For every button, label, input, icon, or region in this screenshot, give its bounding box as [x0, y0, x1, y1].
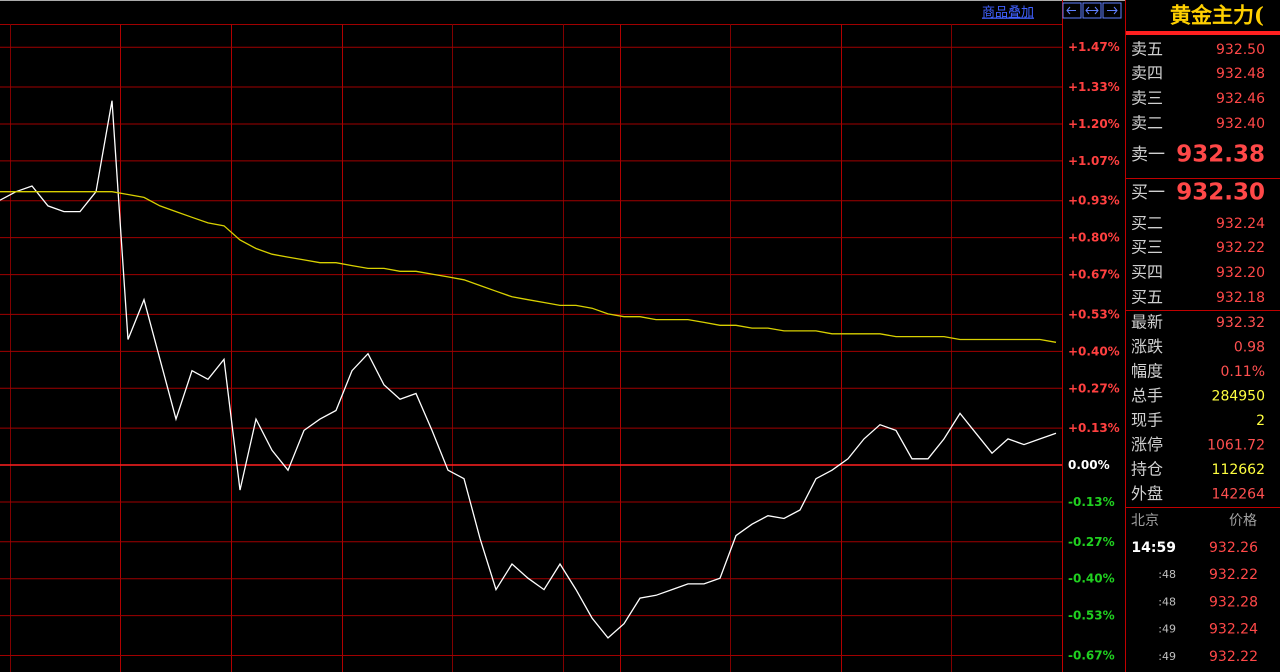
quote-price: 932.38 [1176, 142, 1265, 168]
y-tick-label: +0.53% [1068, 307, 1120, 321]
time-grid [10, 24, 952, 672]
trade-time: :49 [1158, 650, 1176, 663]
trade-price: 932.22 [1209, 567, 1258, 583]
quote-label: 买二 [1131, 214, 1163, 233]
stat-label: 持仓 [1131, 460, 1163, 479]
y-tick-label: +1.20% [1068, 117, 1120, 131]
nav-right-icon [1107, 6, 1118, 15]
stat-value: 932.32 [1216, 315, 1265, 331]
trade-price: 932.24 [1209, 622, 1258, 638]
stat-value: 112662 [1212, 462, 1265, 478]
price-line [0, 100, 1057, 639]
trade-time: :49 [1158, 623, 1176, 636]
quote-price: 932.40 [1216, 116, 1265, 132]
trades-header: 价格 [1229, 513, 1257, 529]
trade-time: 14:59 [1131, 540, 1176, 556]
trade-time: :48 [1158, 568, 1176, 581]
nav-left-icon [1066, 6, 1076, 15]
stat-label: 现手 [1131, 411, 1163, 430]
stat-value: 0.98 [1234, 340, 1265, 356]
quote-label: 卖一 [1131, 145, 1165, 165]
overlay-link[interactable]: 商品叠加 [982, 6, 1034, 21]
quote-price: 932.46 [1216, 91, 1265, 107]
quote-price: 932.24 [1216, 216, 1265, 232]
y-tick-label: +0.93% [1068, 194, 1120, 208]
quote-price: 932.18 [1216, 290, 1265, 306]
y-tick-label: +1.33% [1068, 80, 1120, 94]
stat-label: 涨跌 [1131, 337, 1163, 356]
quote-label: 卖二 [1131, 114, 1163, 133]
quote-label: 买一 [1131, 183, 1165, 203]
quote-price: 932.30 [1176, 180, 1265, 206]
stat-value: 284950 [1212, 389, 1265, 405]
y-tick-label: +0.13% [1068, 421, 1120, 435]
nav-buttons [1062, 2, 1122, 19]
quote-label: 买五 [1131, 288, 1163, 307]
stat-value: 142264 [1212, 487, 1266, 503]
y-tick-label: +0.40% [1068, 344, 1120, 358]
stat-label: 最新 [1131, 313, 1163, 332]
trade-price: 932.22 [1209, 649, 1258, 665]
y-tick-label: +0.80% [1068, 231, 1120, 245]
trade-price: 932.26 [1209, 540, 1258, 556]
quote-price: 932.20 [1216, 265, 1265, 281]
y-tick-label: 0.00% [1068, 458, 1110, 472]
trade-price: 932.28 [1209, 594, 1258, 610]
y-tick-label: +0.67% [1068, 268, 1120, 282]
stat-value: 0.11% [1221, 364, 1265, 380]
stat-value: 2 [1256, 413, 1265, 429]
stat-label: 总手 [1131, 386, 1163, 405]
average-line [0, 191, 1057, 343]
nav-left-button[interactable] [1062, 2, 1082, 19]
y-tick-label: +1.47% [1068, 40, 1120, 54]
stat-label: 涨停 [1131, 435, 1163, 454]
nav-right-button[interactable] [1102, 2, 1122, 19]
quote-price: 932.50 [1216, 42, 1265, 58]
instrument-title: 黄金主力( [1170, 3, 1264, 28]
y-tick-label: -0.53% [1068, 609, 1115, 623]
panel-dividers [1126, 178, 1280, 508]
quote-label: 卖四 [1131, 64, 1163, 83]
stat-label: 幅度 [1131, 362, 1163, 381]
y-tick-label: -0.67% [1068, 648, 1115, 662]
y-tick-label: -0.27% [1068, 535, 1115, 549]
quote-price: 932.48 [1216, 66, 1265, 82]
quote-label: 卖三 [1131, 89, 1163, 108]
nav-both-button[interactable] [1082, 2, 1102, 19]
quote-label: 买三 [1131, 238, 1163, 257]
quote-label: 卖五 [1131, 40, 1163, 59]
quote-price: 932.22 [1216, 240, 1265, 256]
y-tick-label: -0.13% [1068, 495, 1115, 509]
title-underline [1126, 31, 1280, 35]
stat-label: 外盘 [1131, 484, 1163, 503]
quote-label: 买四 [1131, 263, 1163, 282]
trades-header: 北京 [1131, 513, 1159, 529]
nav-both-icon [1085, 6, 1099, 15]
trade-time: :48 [1158, 595, 1176, 608]
y-tick-label: +0.27% [1068, 381, 1120, 395]
y-tick-label: -0.40% [1068, 572, 1115, 586]
y-tick-label: +1.07% [1068, 154, 1120, 168]
stat-value: 1061.72 [1207, 438, 1265, 454]
